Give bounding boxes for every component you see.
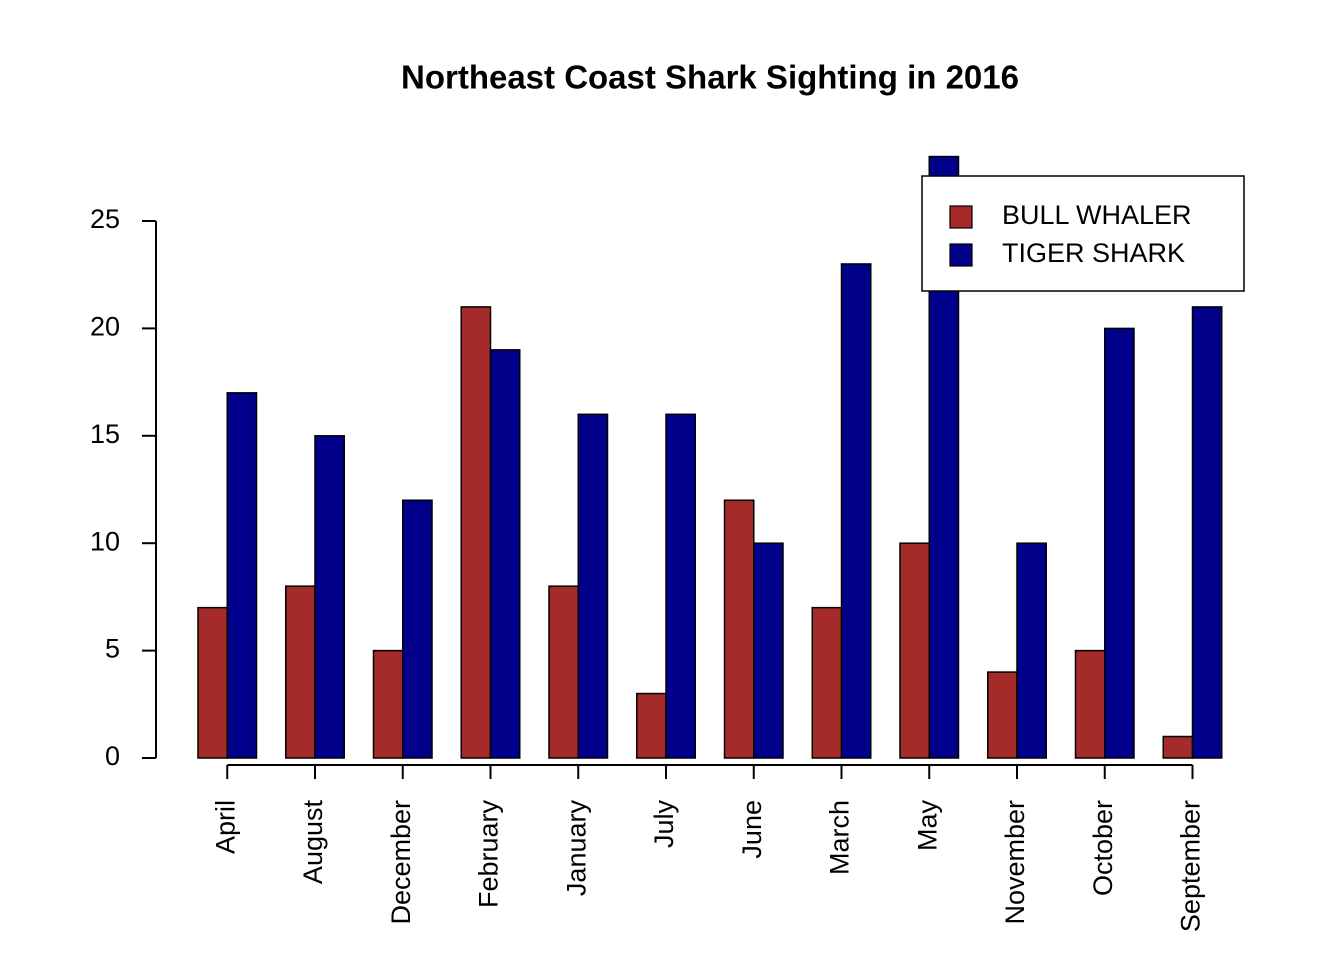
- x-tick-label: October: [1088, 800, 1118, 896]
- bar: [753, 542, 784, 759]
- bar: [226, 392, 258, 759]
- y-tick-label: 20: [90, 312, 120, 342]
- bar: [314, 435, 345, 759]
- x-tick-label: September: [1176, 800, 1206, 932]
- legend-label: BULL WHALER: [1002, 200, 1192, 230]
- bar: [840, 263, 872, 759]
- y-tick-label: 10: [90, 526, 120, 556]
- y-tick-label: 15: [90, 419, 120, 449]
- bar: [1191, 306, 1223, 759]
- bar: [372, 649, 404, 759]
- bar: [1074, 649, 1106, 759]
- bar: [636, 692, 667, 759]
- x-tick-label: July: [649, 800, 679, 849]
- x-tick-label: February: [474, 800, 504, 909]
- bar: [899, 542, 930, 759]
- bar: [489, 349, 521, 759]
- x-tick-label: December: [386, 800, 416, 925]
- x-tick-label: May: [912, 800, 942, 852]
- bar: [548, 585, 579, 759]
- legend-swatch: [949, 205, 973, 229]
- x-tick-label: January: [561, 800, 591, 897]
- bar: [723, 499, 755, 759]
- bar: [811, 606, 843, 759]
- legend-label: TIGER SHARK: [1002, 238, 1185, 268]
- bar: [285, 585, 316, 759]
- x-tick-label: March: [825, 800, 855, 875]
- bar: [1016, 542, 1047, 759]
- x-tick-label: April: [210, 800, 240, 854]
- x-tick-label: June: [737, 800, 767, 859]
- y-tick-label: 0: [105, 741, 120, 771]
- bar: [197, 606, 228, 759]
- bar: [665, 413, 696, 759]
- y-tick-label: 25: [90, 204, 120, 234]
- legend-box: [921, 175, 1245, 292]
- bar: [1104, 327, 1135, 759]
- x-tick-label: November: [1000, 800, 1030, 925]
- bar: [460, 306, 492, 759]
- bar: [577, 413, 609, 759]
- bar: [402, 499, 433, 759]
- x-tick-label: August: [298, 800, 328, 885]
- chart-title: Northeast Coast Shark Sighting in 2016: [401, 59, 1019, 96]
- bar: [1162, 735, 1194, 759]
- y-tick-label: 5: [105, 634, 120, 664]
- legend-swatch: [949, 243, 973, 267]
- bar: [987, 671, 1018, 759]
